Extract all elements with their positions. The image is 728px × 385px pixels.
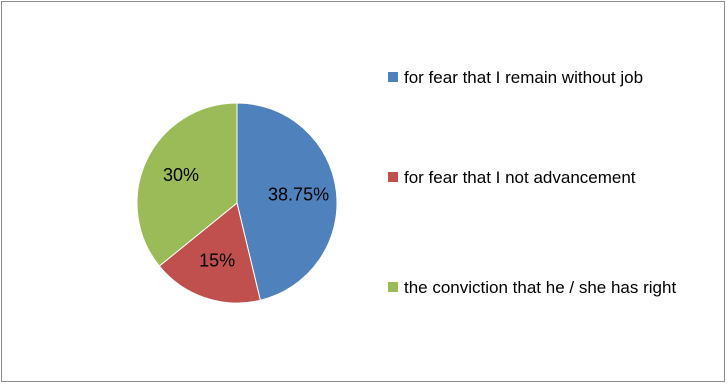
legend-label: for fear that I not advancement: [404, 168, 636, 187]
legend-item-remain-without-job: for fear that I remain without job: [388, 66, 723, 90]
legend-label: the conviction that he / she has right: [404, 278, 677, 297]
legend-item-conviction-right: the conviction that he / she has right: [388, 276, 723, 300]
pie-slice-1: [158, 202, 261, 304]
pie-slice-0: [236, 102, 338, 301]
legend-swatch: [388, 172, 398, 182]
legend-label: for fear that I remain without job: [404, 68, 644, 87]
legend-swatch: [388, 72, 398, 82]
data-label-1: 15%: [199, 250, 235, 270]
legend-swatch: [388, 282, 398, 292]
data-label-2: 30%: [163, 165, 199, 185]
legend-item-not-advancement: for fear that I not advancement: [388, 166, 723, 190]
data-label-0: 38.75%: [268, 184, 329, 204]
pie-slice-2: [136, 102, 238, 267]
